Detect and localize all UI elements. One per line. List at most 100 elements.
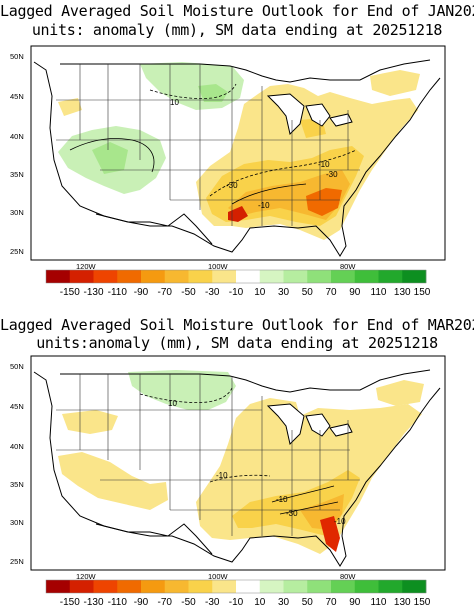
- legend-label: 90: [349, 287, 361, 298]
- legend-swatch: [188, 580, 213, 593]
- map-subtitle: units:anomaly (mm), SM data ending at 20…: [36, 334, 438, 352]
- legend-label: 10: [254, 597, 266, 608]
- legend-label: -130: [83, 287, 103, 298]
- legend-swatch: [259, 580, 284, 593]
- legend-label: 30: [278, 597, 290, 608]
- contour-line: [209, 149, 357, 197]
- us-coastline: [33, 371, 441, 567]
- legend-label: -150: [60, 597, 80, 608]
- us-coastline: [33, 61, 441, 257]
- contour-label: -10: [216, 471, 228, 480]
- contour-label: -10: [258, 201, 270, 210]
- contour-label: -10: [334, 517, 346, 526]
- legend-label: -90: [134, 287, 149, 298]
- legend-label: 130: [394, 287, 411, 298]
- legend-label: -110: [108, 287, 128, 298]
- legend-swatch: [69, 270, 94, 283]
- canada-border: [60, 59, 431, 83]
- dry-anomaly-region-sw: [58, 452, 168, 510]
- legend-label: -50: [181, 287, 196, 298]
- legend-swatch: [46, 580, 71, 593]
- contour-label: -10: [276, 495, 288, 504]
- legend-label: 50: [302, 597, 314, 608]
- legend-swatch: [46, 270, 71, 283]
- legend-label: -70: [158, 597, 173, 608]
- legend-swatch: [212, 580, 237, 593]
- legend-swatch: [212, 270, 237, 283]
- lon-label: 120W: [76, 262, 97, 271]
- legend-swatch: [331, 270, 356, 283]
- legend-swatch: [378, 270, 403, 283]
- legend-label: -10: [229, 287, 244, 298]
- contour-line: [69, 138, 155, 173]
- legend-label: 70: [325, 287, 337, 298]
- legend-swatch: [307, 270, 332, 283]
- great-lakes: [266, 93, 353, 135]
- legend-swatch: [402, 270, 427, 283]
- contour-label: 10: [170, 98, 179, 107]
- legend-swatch: [117, 580, 142, 593]
- lat-label: 25N: [10, 557, 24, 566]
- contour-line: [149, 83, 237, 99]
- lat-label: 50N: [10, 52, 24, 61]
- soil-moisture-map-jan: 10 -10 -30 -30 -10 50N 45N 40N 35N 30N 2…: [10, 45, 446, 298]
- legend-label: -30: [205, 287, 220, 298]
- canada-border: [60, 369, 431, 393]
- legend-label: 30: [278, 287, 290, 298]
- lon-label: 80W: [340, 572, 356, 581]
- contour-line: [209, 474, 271, 483]
- dry-anomaly-patch-ne: [376, 380, 424, 406]
- color-legend: -150 -130 -110 -90 -70 -50 -30 -10 10 30 50 70 90 110…: [45, 579, 431, 608]
- dry-anomaly-core-gulf: [306, 188, 342, 216]
- lon-label: 100W: [208, 572, 229, 581]
- legend-swatch: [283, 270, 308, 283]
- contour-line: [231, 183, 307, 205]
- legend-label: 150: [414, 597, 431, 608]
- legend-label: 110: [371, 287, 387, 298]
- legend-label: 50: [302, 287, 314, 298]
- legend-swatch: [354, 580, 379, 593]
- lat-label: 40N: [10, 132, 24, 141]
- state-borders: [56, 64, 360, 226]
- legend-label: -150: [60, 287, 80, 298]
- lon-label: 80W: [340, 262, 356, 271]
- lat-label: 30N: [10, 518, 24, 527]
- wet-anomaly-core-west: [92, 142, 128, 174]
- wet-anomaly-region-north: [128, 370, 236, 410]
- contour-label: 10: [168, 399, 177, 408]
- dry-anomaly-patch-ne: [370, 70, 420, 96]
- state-borders: [56, 374, 360, 536]
- legend-label: -50: [181, 597, 196, 608]
- legend-swatch: [141, 270, 166, 283]
- contour-label: -10: [318, 160, 330, 169]
- contour-label: -30: [326, 170, 338, 179]
- mexico-border: [95, 213, 213, 245]
- contour-label: -30: [226, 181, 238, 190]
- legend-label: 110: [371, 597, 387, 608]
- legend-outline: [45, 579, 427, 594]
- legend-swatch: [141, 580, 166, 593]
- mexico-border: [95, 523, 213, 555]
- color-legend: -150 -130 -110 -90 -70 -50 -30 -10 10 30 50 70 90 110…: [45, 269, 431, 298]
- dry-anomaly-core-texas: [228, 206, 248, 222]
- legend-label: 150: [414, 287, 431, 298]
- legend-swatch: [164, 270, 189, 283]
- dry-anomaly-core-florida: [320, 516, 340, 552]
- lat-label: 40N: [10, 442, 24, 451]
- contour-line: [271, 485, 335, 503]
- legend-swatch: [93, 580, 118, 593]
- legend-swatch: [236, 270, 261, 283]
- lon-label: 100W: [208, 262, 229, 271]
- legend-label: 70: [325, 597, 337, 608]
- lat-label: 50N: [10, 362, 24, 371]
- map-title: Lagged Averaged Soil Moisture Outlook fo…: [0, 2, 474, 20]
- lat-label: 30N: [10, 208, 24, 217]
- legend-label: -30: [205, 597, 220, 608]
- legend-swatch: [283, 580, 308, 593]
- legend-swatch: [378, 580, 403, 593]
- legend-swatch: [236, 580, 261, 593]
- legend-swatch: [69, 580, 94, 593]
- legend-swatch: [331, 580, 356, 593]
- legend-swatch: [188, 270, 213, 283]
- lat-label: 35N: [10, 480, 24, 489]
